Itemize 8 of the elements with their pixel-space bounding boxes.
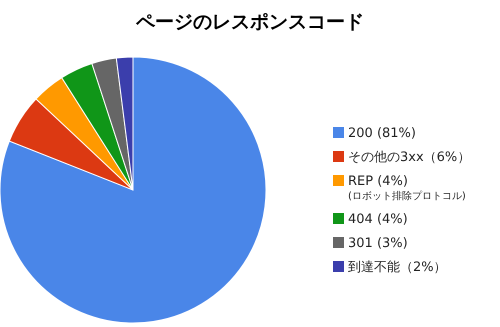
legend-label: 404 (4%) xyxy=(348,212,408,227)
pie-slice xyxy=(0,56,266,324)
legend-label: 200 (81%) xyxy=(348,126,416,141)
legend-label: 到達不能（2%） xyxy=(348,260,447,275)
legend-label: REP (4%) (ロボット排除プロトコル) xyxy=(348,174,466,202)
legend-label: 301 (3%) xyxy=(348,236,408,251)
legend-label: その他の3xx（6%） xyxy=(348,150,470,165)
chart-title: ページのレスポンスコード xyxy=(135,11,364,33)
